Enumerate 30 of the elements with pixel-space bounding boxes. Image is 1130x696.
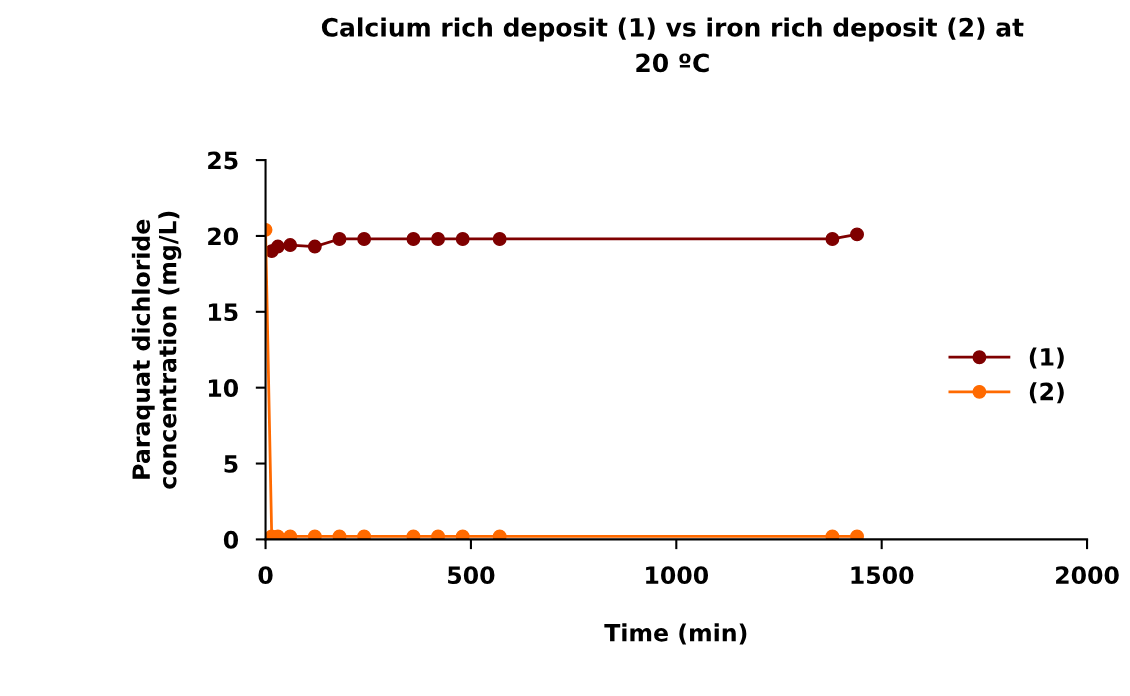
point	[357, 232, 372, 246]
y-tick-label: 20	[208, 227, 239, 246]
point	[492, 232, 507, 246]
point	[307, 239, 322, 254]
point	[850, 529, 864, 540]
point	[332, 232, 347, 246]
point	[270, 239, 285, 254]
y-tick-label: 0	[223, 530, 239, 549]
point	[357, 529, 372, 540]
x-tick-label: 1000	[646, 566, 709, 585]
x-tick-label: 0	[258, 566, 273, 585]
y-axis-title: Paraquat dichloride concentration (mg/L)	[131, 211, 182, 489]
y-tick-label: 25	[208, 151, 238, 170]
point	[283, 238, 298, 252]
point	[431, 232, 446, 246]
x-axis-title: Time (min)	[604, 623, 747, 645]
point	[406, 232, 421, 246]
point	[825, 232, 840, 246]
x-tick-label: 1500	[851, 566, 914, 585]
y-tick-label: 10	[208, 379, 239, 397]
x-tick-label: 500	[448, 566, 495, 585]
legend-label: (1)	[1029, 347, 1064, 369]
y-tick-label: 5	[224, 455, 238, 473]
point	[455, 232, 470, 246]
x-tick-label: 2000	[1056, 566, 1119, 585]
point	[431, 529, 446, 540]
y-tick-label: 15	[208, 303, 238, 322]
chart-title: Calcium rich deposit (1) vs iron rich deposit (2) at 20 ºC	[321, 17, 1024, 73]
legend-label: (2)	[1029, 382, 1064, 404]
point	[850, 227, 864, 242]
